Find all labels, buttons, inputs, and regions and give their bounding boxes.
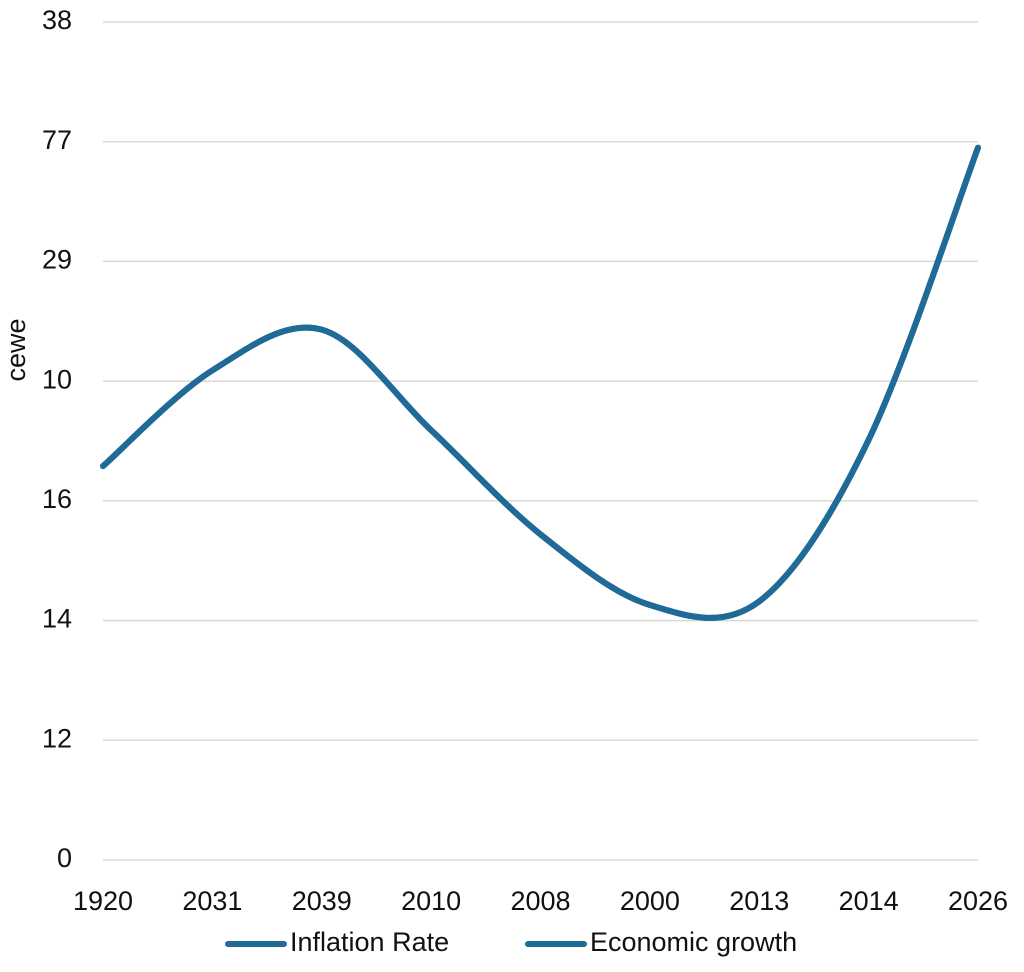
y-tick-label: 77 (42, 125, 72, 155)
y-tick-label: 0 (57, 843, 72, 873)
x-tick-label: 2000 (620, 886, 680, 916)
y-tick-label: 14 (42, 604, 72, 634)
y-tick-label: 12 (42, 723, 72, 753)
x-tick-label: 2010 (401, 886, 461, 916)
line (100, 144, 981, 621)
y-tick-label: 16 (42, 484, 72, 514)
x-tick-label: 2013 (729, 886, 789, 916)
legend-label: Economic growth (590, 927, 797, 957)
y-tick-label: 29 (42, 245, 72, 275)
x-tick-label: 2014 (839, 886, 899, 916)
legend-label: Inflation Rate (290, 927, 449, 957)
x-tick-label: 2039 (292, 886, 352, 916)
y-axis-label: cewe (1, 318, 31, 381)
legend-item: Economic growth (525, 927, 797, 957)
legend-item: Inflation Rate (225, 927, 449, 957)
x-tick-label: 2031 (182, 886, 242, 916)
y-tick-label: 10 (42, 364, 72, 394)
x-tick-label: 1920 (73, 886, 133, 916)
x-tick-label: 2026 (948, 886, 1008, 916)
x-tick-label: 2008 (510, 886, 570, 916)
y-tick-label: 38 (42, 5, 72, 35)
line (100, 144, 981, 621)
